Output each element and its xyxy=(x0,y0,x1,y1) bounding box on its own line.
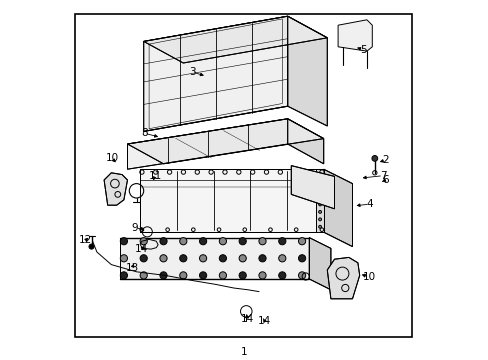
Polygon shape xyxy=(337,20,371,51)
Circle shape xyxy=(318,195,321,198)
Text: 14: 14 xyxy=(134,244,147,254)
Circle shape xyxy=(371,156,377,161)
Polygon shape xyxy=(323,169,352,247)
Text: 8: 8 xyxy=(141,128,147,138)
Bar xyxy=(75,14,411,337)
Circle shape xyxy=(199,255,206,262)
Polygon shape xyxy=(104,173,127,205)
Circle shape xyxy=(219,255,226,262)
Circle shape xyxy=(120,272,127,279)
Circle shape xyxy=(239,255,246,262)
Text: 14: 14 xyxy=(240,314,253,324)
Circle shape xyxy=(298,255,305,262)
Text: 14: 14 xyxy=(258,316,271,326)
Polygon shape xyxy=(316,169,323,232)
Circle shape xyxy=(89,244,94,249)
Text: 4: 4 xyxy=(366,199,372,209)
Polygon shape xyxy=(143,16,326,63)
Circle shape xyxy=(298,272,305,279)
Circle shape xyxy=(298,238,305,245)
Circle shape xyxy=(179,255,186,262)
Circle shape xyxy=(318,173,321,176)
Circle shape xyxy=(140,238,147,245)
Text: 11: 11 xyxy=(148,171,162,181)
Polygon shape xyxy=(120,238,309,279)
Circle shape xyxy=(318,181,321,184)
Circle shape xyxy=(278,255,285,262)
Circle shape xyxy=(239,238,246,245)
Circle shape xyxy=(318,211,321,213)
Circle shape xyxy=(179,238,186,245)
Circle shape xyxy=(318,188,321,191)
Polygon shape xyxy=(127,119,323,164)
Polygon shape xyxy=(291,166,334,209)
Circle shape xyxy=(160,272,167,279)
Polygon shape xyxy=(143,16,287,131)
Circle shape xyxy=(199,238,206,245)
Polygon shape xyxy=(127,119,287,169)
Circle shape xyxy=(160,255,167,262)
Text: 10: 10 xyxy=(362,272,375,282)
Polygon shape xyxy=(326,257,359,299)
Circle shape xyxy=(278,272,285,279)
Circle shape xyxy=(239,272,246,279)
Text: 3: 3 xyxy=(188,67,195,77)
Circle shape xyxy=(278,238,285,245)
Circle shape xyxy=(120,238,127,245)
Circle shape xyxy=(120,255,127,262)
Polygon shape xyxy=(287,16,326,126)
Circle shape xyxy=(219,238,226,245)
Circle shape xyxy=(318,218,321,221)
Circle shape xyxy=(318,203,321,206)
Text: 1: 1 xyxy=(241,347,247,357)
Circle shape xyxy=(258,272,265,279)
Text: 10: 10 xyxy=(105,153,119,163)
Circle shape xyxy=(318,225,321,228)
Circle shape xyxy=(179,272,186,279)
Text: 2: 2 xyxy=(382,155,388,165)
Polygon shape xyxy=(309,238,330,290)
Circle shape xyxy=(258,238,265,245)
Text: 9: 9 xyxy=(131,222,138,233)
Circle shape xyxy=(140,255,147,262)
Circle shape xyxy=(160,238,167,245)
Circle shape xyxy=(199,272,206,279)
Text: 5: 5 xyxy=(359,45,366,55)
Text: 7: 7 xyxy=(379,171,386,181)
Circle shape xyxy=(140,272,147,279)
Circle shape xyxy=(258,255,265,262)
Text: 13: 13 xyxy=(125,263,139,273)
Text: 12: 12 xyxy=(79,235,92,246)
Circle shape xyxy=(219,272,226,279)
Polygon shape xyxy=(140,169,323,232)
Text: 6: 6 xyxy=(382,175,388,185)
Polygon shape xyxy=(287,119,323,164)
